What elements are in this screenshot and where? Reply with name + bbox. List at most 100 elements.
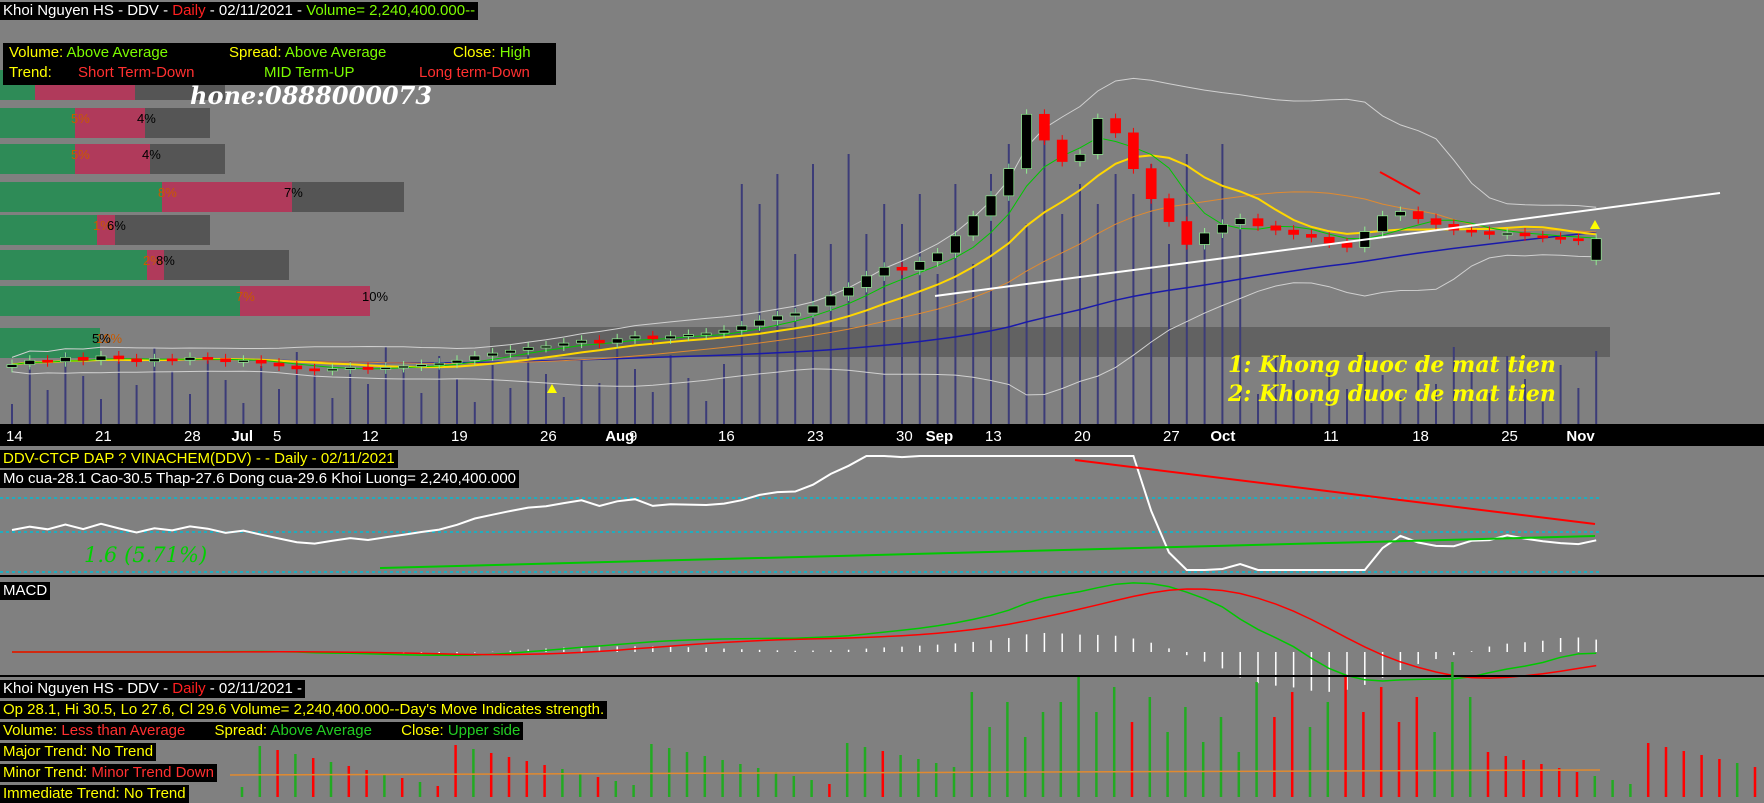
bottom-close-label: Close:: [401, 722, 444, 739]
candle-body: [1056, 139, 1068, 162]
candle-body: [380, 367, 392, 370]
candle-body: [327, 368, 338, 372]
vp-red-bar: [147, 250, 164, 280]
candle-body: [1323, 236, 1335, 244]
candle-body: [184, 357, 196, 361]
candle-body: [1484, 231, 1495, 235]
immediate-trend-line: Immediate Trend: No Trend: [0, 785, 189, 803]
major-trend-label: Major Trend:: [3, 743, 88, 760]
candle-body: [1430, 218, 1442, 225]
candle-body: [220, 358, 231, 363]
candle-body: [1181, 221, 1193, 245]
vp-red-bar: [75, 108, 145, 138]
date-tick-label: 26: [540, 428, 557, 445]
major-trend-value: No Trend: [91, 743, 154, 760]
spread-label: Spread:: [229, 44, 282, 61]
candle-body: [1573, 238, 1584, 242]
candle-body: [24, 359, 36, 365]
close-label: Close:: [453, 44, 496, 61]
close-value: High: [499, 44, 531, 61]
candle-body: [843, 286, 854, 297]
vp-green-bar: [0, 144, 75, 174]
date-tick-label: 23: [807, 428, 824, 445]
vp-right-pct: 10%: [362, 289, 388, 304]
candle-body: [967, 215, 979, 237]
candle-body: [149, 358, 160, 363]
support-trendline: [934, 192, 1721, 297]
date-tick-label: 21: [95, 428, 112, 445]
ddv-change: 1.6 (5.71%): [84, 543, 208, 567]
ddv-panel-ohlc: Mo cua-28.1 Cao-30.5 Thap-27.6 Dong cua-…: [0, 470, 520, 488]
candle-body: [683, 334, 694, 337]
vp-green-bar: [0, 328, 100, 358]
immediate-trend-label: Immediate Trend:: [3, 785, 120, 802]
candle-body: [611, 338, 623, 344]
info-box: Volume: Above Average Spread: Above Aver…: [3, 43, 556, 85]
vp-green-bar: [0, 286, 240, 316]
candle-body: [1501, 232, 1513, 236]
oscillator-line: [11, 455, 1597, 571]
vp-right-pct: 5%: [92, 331, 111, 346]
osc-resistance-line: [1074, 459, 1596, 525]
mid-term-value: MID Term-UP: [264, 64, 355, 81]
candle-body: [1519, 232, 1531, 237]
date-tick-label: Oct: [1210, 428, 1235, 445]
date-tick-label: 19: [451, 428, 468, 445]
vp-right-pct: 8%: [156, 253, 175, 268]
candle-body: [1128, 132, 1139, 169]
bottom-period: Daily: [172, 680, 206, 697]
vp-left-pct: 1%: [93, 218, 112, 233]
bollinger-upper: [11, 77, 1597, 358]
vp-gray-bar: [164, 250, 289, 280]
vp-gray-bar: [150, 144, 225, 174]
bottom-header: Khoi Nguyen HS - DDV - Daily - 02/11/202…: [0, 680, 306, 698]
minor-trend-line: Minor Trend: Minor Trend Down: [0, 764, 217, 782]
candle-body: [700, 332, 712, 336]
candle-body: [60, 357, 71, 363]
candle-body: [6, 364, 18, 368]
candle-body: [985, 195, 997, 217]
immediate-trend-value: No Trend: [123, 785, 186, 802]
minor-trend-value: Minor Trend Down: [91, 764, 214, 781]
vp-green-bar: [0, 215, 97, 245]
candle-body: [1199, 232, 1210, 245]
phone-watermark: hone:0888000073: [190, 81, 433, 110]
candle-body: [238, 359, 249, 363]
candle-body: [558, 342, 570, 347]
date-tick-label: 13: [985, 428, 1002, 445]
date-tick-label: 14: [6, 428, 23, 445]
bottom-volume-value: Less than Average: [61, 722, 186, 739]
date-tick-label: 18: [1412, 428, 1429, 445]
candle-body: [629, 335, 641, 340]
candle-body: [398, 365, 409, 369]
candle-body: [416, 364, 427, 367]
spread-value: Above Average: [284, 44, 387, 61]
vp-gray-bar: [292, 182, 404, 212]
vp-red-bar: [162, 182, 292, 212]
candle-body: [77, 357, 89, 361]
header-symbol: Khoi Nguyen HS - DDV -: [3, 2, 173, 19]
short-term-value: Short Term-Down: [78, 64, 195, 81]
candle-body: [647, 335, 659, 340]
candle-body: [1270, 225, 1282, 231]
candle-body: [1555, 236, 1566, 240]
date-tick-label: 28: [184, 428, 201, 445]
date-tick-label: Sep: [926, 428, 954, 445]
candle-body: [736, 325, 748, 331]
date-tick-label: Jul: [231, 428, 253, 445]
date-tick-label: 9: [629, 428, 637, 445]
date-tick-label: Aug: [605, 428, 634, 445]
trend-label: Trend:: [9, 64, 52, 81]
candle-body: [1395, 211, 1406, 217]
date-tick-label: 25: [1501, 428, 1518, 445]
candle-body: [469, 355, 481, 361]
bollinger-bands: [11, 77, 1597, 396]
candle-body: [1537, 235, 1549, 239]
candle-body: [1003, 168, 1015, 197]
vp-left-pct: 2%: [143, 253, 162, 268]
vp-red-bar: [97, 215, 115, 245]
candle-body: [309, 368, 320, 372]
candle-body: [202, 357, 214, 360]
date-tick-label: 5: [273, 428, 281, 445]
buy-signal-marker: [547, 384, 557, 393]
